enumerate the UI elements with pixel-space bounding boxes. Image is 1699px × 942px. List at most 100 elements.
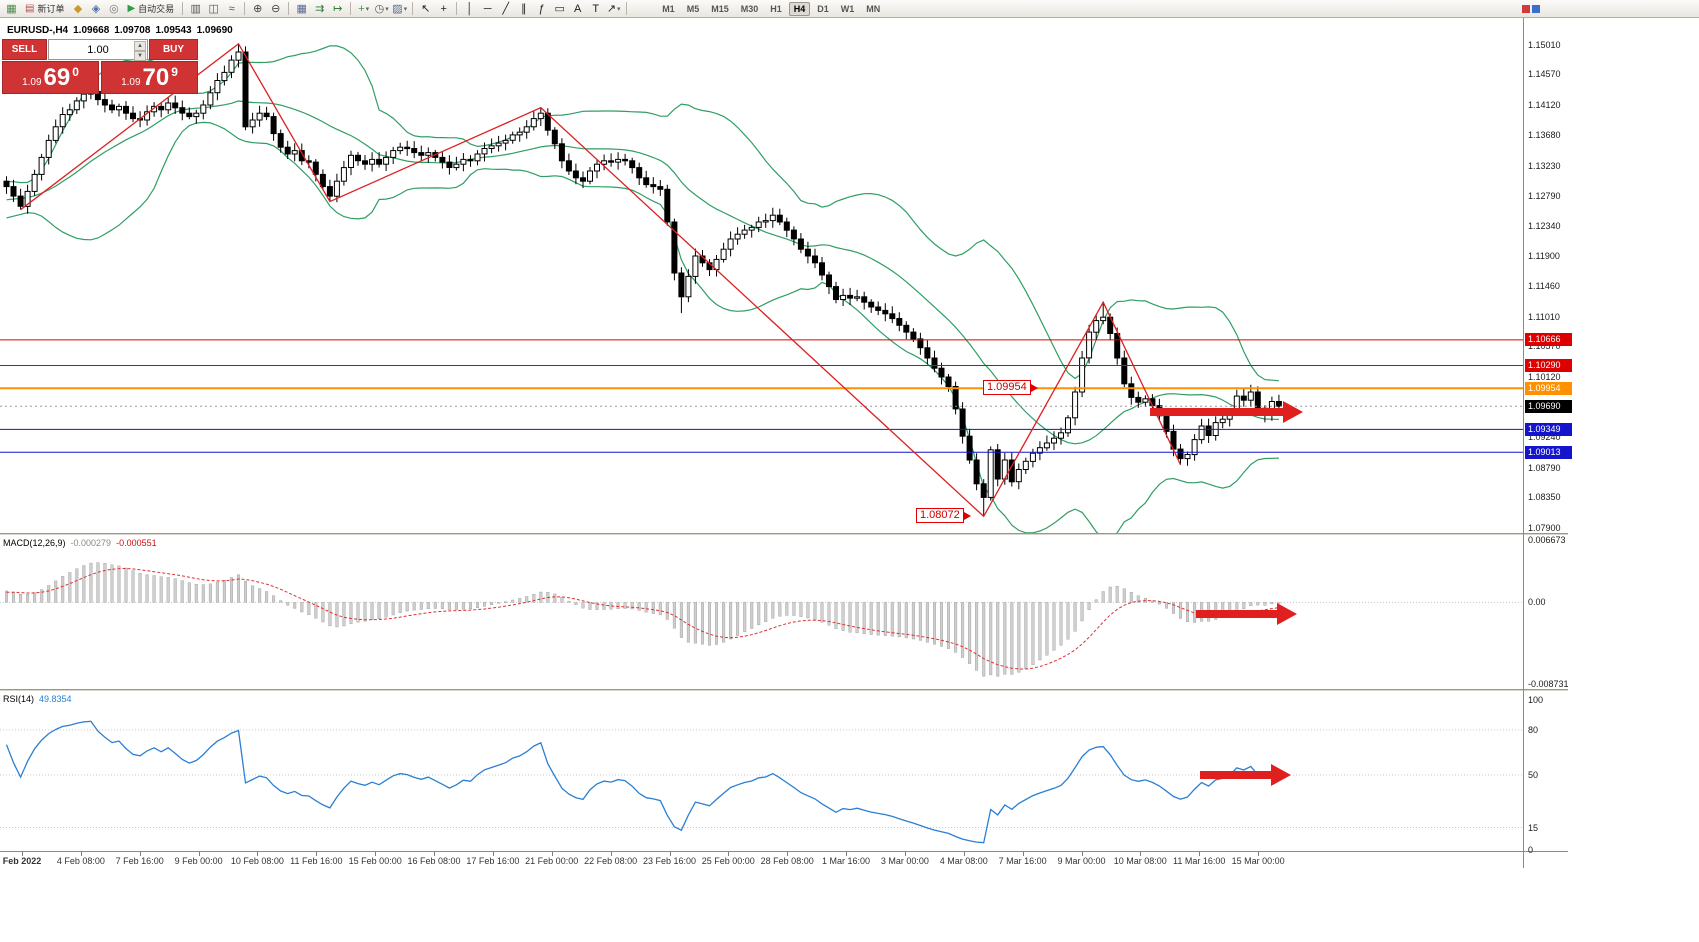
timeframe-h1[interactable]: H1 [770,3,782,14]
zigzag-lines[interactable] [20,42,1182,518]
time-axis-label: 25 Feb 00:00 [701,856,755,866]
price-axis-tick: 1.12340 [1528,221,1561,232]
buy-price-prefix: 1.09 [121,77,141,88]
rsi-panel[interactable] [0,692,1523,851]
arrows-icon[interactable]: ↗ ▾ [605,1,622,16]
market-watch-icon[interactable]: ◈ [87,1,104,16]
text-label-icon: T [592,2,600,15]
time-axis-label: 1 Mar 16:00 [821,856,871,866]
ohlc-high: 1.09708 [114,25,151,36]
templates-icon[interactable]: ▨ ▾ [391,1,408,16]
timeframe-mn[interactable]: MN [866,3,881,14]
timeframe-m15[interactable]: M15 [711,3,729,14]
panel-separator[interactable] [0,689,1568,692]
timeframe-w1[interactable]: W1 [840,3,855,14]
volume-input[interactable] [63,43,133,56]
time-axis-label: 15 Mar 00:00 [1231,856,1285,866]
price-line-label: 1.09954 [1525,381,1572,395]
timeframe-m5[interactable]: M5 [686,3,700,14]
bid-price-label: 1.09690 [1525,399,1572,413]
toolbar-separator [350,2,352,15]
time-axis-tick [316,852,318,856]
arrows-icon: ↗ [606,3,617,15]
time-axis-tick [1022,852,1024,856]
indicators-icon: + [358,2,365,15]
buy-button[interactable]: BUY [149,39,198,60]
timeframe-h4[interactable]: H4 [788,1,811,16]
price-label-annotation[interactable]: 1.08072 [916,508,971,524]
rsi-axis-label: 0 [1528,845,1534,855]
price-axis-tick: 1.07900 [1528,523,1561,533]
horizontal-line-icon[interactable]: ─ [479,1,496,16]
time-axis-label: 16 Feb 08:00 [407,856,461,866]
macd-main-value: -0.000279 [70,538,112,548]
toolbar-separator [288,2,290,15]
new-chart-icon[interactable]: ▦ [3,1,20,16]
toolbar: ▦ ▤ 新订单 ◆ ◈ ◎ ▶ 自动交易 ▥ ◫ ≈ ⊕ ⊖ ▦ ⇉ ↦ + ▾ ◷ ▾ ▨ ▾ ↖ + │ ─ ╱ ∥ ƒ ▭ A T ↗ ▾ M… [0,0,1699,18]
channel-icon[interactable]: ∥ [515,1,532,16]
crosshair-icon[interactable]: + [435,1,452,16]
timeframe-d1[interactable]: D1 [817,3,829,14]
trendline-icon[interactable]: ╱ [497,1,514,16]
auto-scroll-icon[interactable]: ⇉ [311,1,328,16]
text-label-icon[interactable]: T [587,1,604,16]
candlestick-chart-icon[interactable]: ◫ [205,1,222,16]
timeframe-m30[interactable]: M30 [740,3,759,14]
trend-arrow[interactable] [1200,764,1291,786]
new-order-button[interactable]: ▤ 新订单 [21,1,68,16]
zoom-out-icon[interactable]: ⊖ [267,1,284,16]
periods-icon[interactable]: ◷ ▾ [373,1,390,16]
buy-price-panel[interactable]: 1.09 70 9 [101,61,198,94]
dropdown-caret-icon: ▾ [617,5,621,13]
bar-chart-icon[interactable]: ▥ [187,1,204,16]
candlestick-chart-icon: ◫ [208,3,219,15]
timeframe-m1[interactable]: M1 [662,3,675,14]
time-axis-label: 28 Feb 08:00 [760,856,814,866]
rsi-axis-label: 50 [1528,770,1539,780]
macd-label: MACD(12,26,9) -0.000279 -0.000551 [3,538,157,548]
metaeditor-icon[interactable]: ◆ [69,1,86,16]
indicators-icon[interactable]: + ▾ [355,1,372,16]
community-icon[interactable] [1522,4,1540,13]
trend-arrow[interactable] [1196,603,1297,625]
symbol-period: EURUSD-,H4 [7,25,69,36]
time-axis-tick [610,852,612,856]
shapes-icon[interactable]: ▭ [551,1,568,16]
dropdown-caret-icon: ▾ [385,5,389,13]
fibonacci-icon[interactable]: ƒ [533,1,550,16]
sell-price-big: 69 [43,64,71,91]
price-chart[interactable] [0,18,1523,533]
toolbar-separator [456,2,458,15]
time-axis[interactable] [0,851,1568,852]
navigator-icon: ◎ [109,3,119,15]
time-axis-label: 7 Feb 16:00 [115,856,164,866]
tile-windows-icon[interactable]: ▦ [293,1,310,16]
time-axis-label: 21 Feb 00:00 [525,856,579,866]
line-chart-icon: ≈ [228,2,235,15]
sell-price-panel[interactable]: 1.09 69 0 [2,61,99,94]
time-axis-tick [198,852,200,856]
panel-separator[interactable] [0,533,1568,536]
macd-axis-label: -0.008731 [1528,679,1569,689]
fibonacci-icon: ƒ [538,2,545,15]
price-axis-tick: 1.13680 [1528,129,1561,140]
sell-button[interactable]: SELL [2,39,47,60]
autotrading-button[interactable]: ▶ 自动交易 [123,1,178,16]
rsi-name: RSI(14) [3,694,35,704]
price-label-annotation[interactable]: 1.09954 [983,380,1038,396]
time-axis-label: 7 Mar 16:00 [998,856,1047,866]
chart-shift-icon[interactable]: ↦ [329,1,346,16]
text-icon: A [574,2,582,15]
volume-up-button[interactable]: ▲ [134,41,146,51]
cursor-icon[interactable]: ↖ [417,1,434,16]
zoom-in-icon[interactable]: ⊕ [249,1,266,16]
trend-arrow[interactable] [1150,401,1303,423]
tile-windows-icon: ▦ [296,3,307,15]
line-chart-icon[interactable]: ≈ [223,1,240,16]
navigator-icon[interactable]: ◎ [105,1,122,16]
macd-panel[interactable] [0,536,1523,689]
toolbar-separator [626,2,628,15]
vertical-line-icon[interactable]: │ [461,1,478,16]
volume-down-button[interactable]: ▼ [134,51,146,61]
text-icon[interactable]: A [569,1,586,16]
